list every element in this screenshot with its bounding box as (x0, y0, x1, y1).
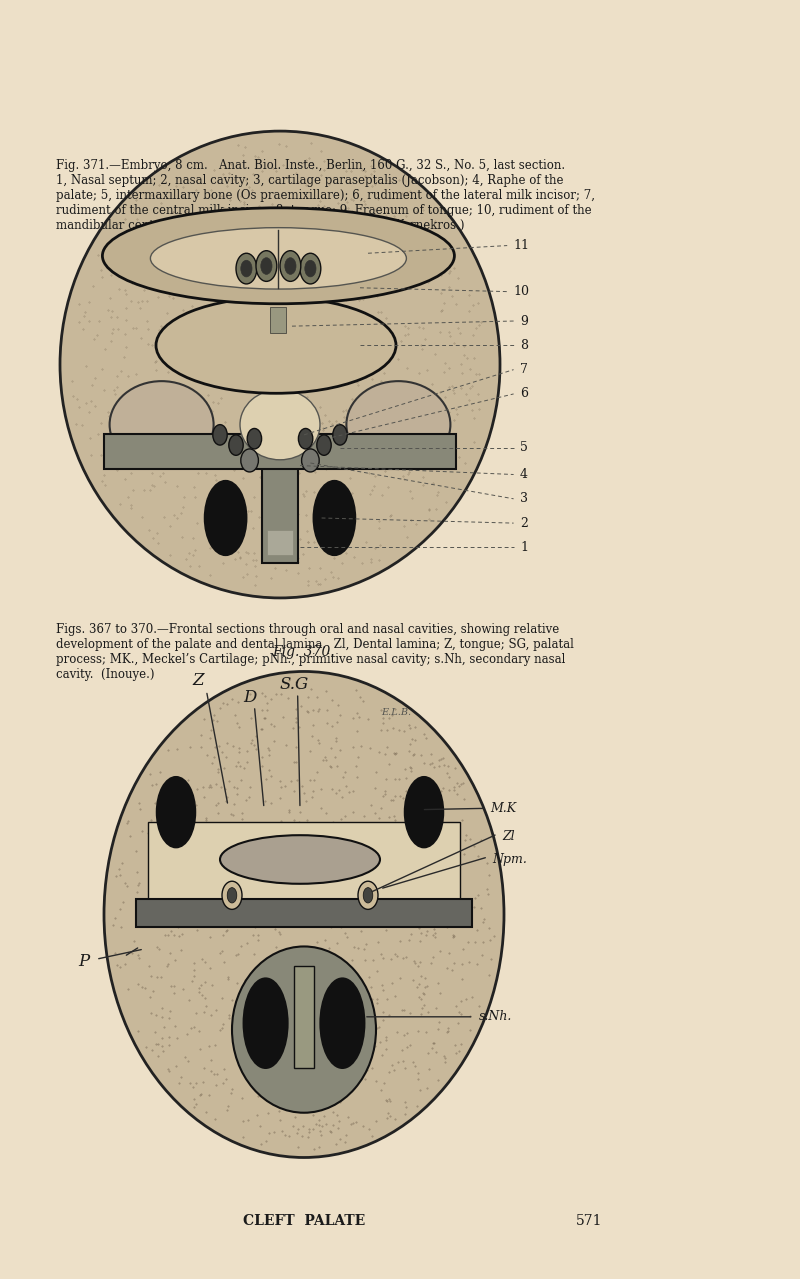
FancyBboxPatch shape (262, 467, 298, 563)
Ellipse shape (110, 381, 214, 468)
Text: 8: 8 (520, 339, 528, 352)
Ellipse shape (102, 207, 454, 303)
Ellipse shape (302, 449, 319, 472)
Text: 11: 11 (514, 239, 530, 252)
Ellipse shape (60, 132, 500, 599)
Text: 571: 571 (576, 1215, 602, 1228)
Text: M.K: M.K (490, 802, 517, 815)
Ellipse shape (227, 888, 237, 903)
Text: 10: 10 (514, 285, 530, 298)
Text: 2: 2 (520, 517, 528, 530)
Text: Fig. 371.—Embryo, 8 cm.   Anat. Biol. Inste., Berlin, 160 G., 32 S., No. 5, last: Fig. 371.—Embryo, 8 cm. Anat. Biol. Inst… (56, 159, 595, 231)
Ellipse shape (346, 381, 450, 468)
FancyBboxPatch shape (267, 530, 293, 555)
FancyBboxPatch shape (270, 307, 286, 333)
Ellipse shape (300, 253, 321, 284)
Ellipse shape (314, 481, 355, 555)
Ellipse shape (317, 435, 331, 455)
Ellipse shape (256, 251, 277, 281)
Ellipse shape (205, 481, 246, 555)
Text: Npm.: Npm. (492, 853, 527, 866)
Ellipse shape (280, 251, 301, 281)
Ellipse shape (285, 258, 296, 274)
Text: Figs. 367 to 370.—Frontal sections through oral and nasal cavities, showing rela: Figs. 367 to 370.—Frontal sections throu… (56, 623, 574, 680)
Ellipse shape (247, 428, 262, 449)
Text: s.Nh.: s.Nh. (478, 1010, 512, 1023)
Ellipse shape (236, 253, 257, 284)
Ellipse shape (157, 776, 195, 848)
Ellipse shape (150, 228, 406, 289)
Ellipse shape (305, 261, 316, 276)
Ellipse shape (241, 261, 252, 276)
FancyBboxPatch shape (294, 966, 314, 1068)
Ellipse shape (232, 946, 376, 1113)
Text: S.G: S.G (280, 675, 309, 693)
Ellipse shape (220, 835, 380, 884)
Text: Z: Z (193, 671, 204, 689)
FancyBboxPatch shape (148, 822, 460, 899)
Ellipse shape (358, 881, 378, 909)
Ellipse shape (261, 258, 272, 274)
Ellipse shape (241, 449, 258, 472)
Text: Fig. 370.: Fig. 370. (273, 645, 335, 659)
Text: 5: 5 (520, 441, 528, 454)
Ellipse shape (104, 671, 504, 1157)
Text: D: D (243, 688, 256, 706)
Ellipse shape (333, 425, 347, 445)
FancyBboxPatch shape (136, 899, 472, 927)
Text: 6: 6 (520, 388, 528, 400)
Ellipse shape (298, 428, 313, 449)
Text: E.L.B.: E.L.B. (381, 707, 411, 718)
Ellipse shape (213, 425, 227, 445)
Text: 9: 9 (520, 315, 528, 327)
Text: 4: 4 (520, 468, 528, 481)
Ellipse shape (156, 298, 396, 394)
Ellipse shape (363, 888, 373, 903)
Ellipse shape (244, 978, 288, 1068)
Ellipse shape (320, 978, 364, 1068)
Ellipse shape (222, 881, 242, 909)
Text: P: P (78, 953, 90, 971)
Ellipse shape (229, 435, 243, 455)
Ellipse shape (240, 389, 320, 459)
Text: 1: 1 (520, 541, 528, 554)
Ellipse shape (405, 776, 443, 848)
FancyBboxPatch shape (104, 434, 456, 469)
Text: 7: 7 (520, 363, 528, 376)
Text: Zl: Zl (502, 830, 515, 843)
Text: 3: 3 (520, 492, 528, 505)
Text: CLEFT  PALATE: CLEFT PALATE (243, 1215, 365, 1228)
